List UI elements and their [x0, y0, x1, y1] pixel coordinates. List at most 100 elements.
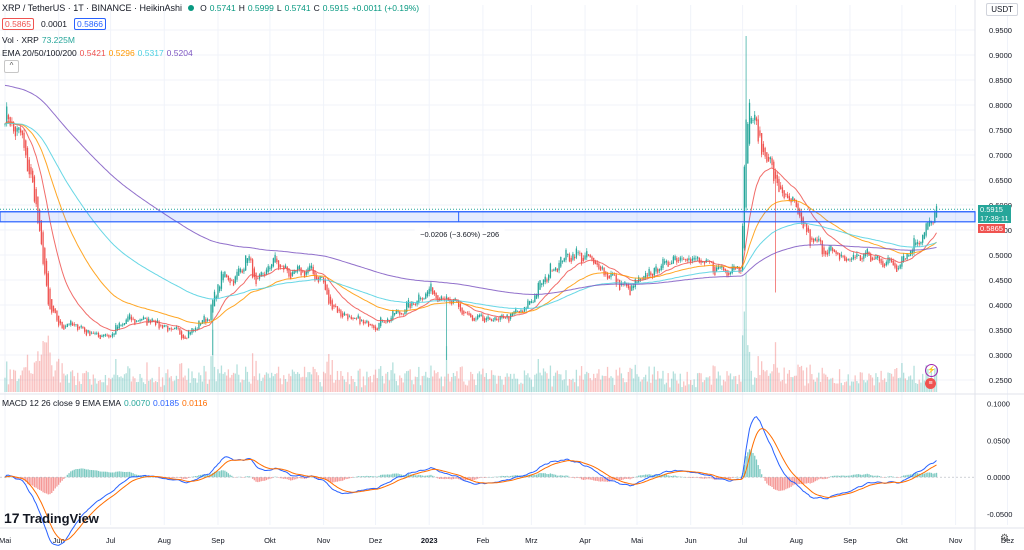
- candle-body: [132, 318, 134, 320]
- macd-histogram-bar: [702, 477, 704, 479]
- macd-histogram-bar: [25, 477, 27, 482]
- candle-body: [264, 273, 266, 275]
- volume-bar: [425, 371, 427, 392]
- volume-bar: [534, 374, 536, 392]
- settings-gear-icon[interactable]: ⚙: [1000, 533, 1009, 544]
- macd-histogram-bar: [695, 477, 697, 478]
- tradingview-logo[interactable]: 17 TradingView: [4, 510, 99, 526]
- volume-bar: [132, 376, 134, 392]
- candle-body: [432, 287, 434, 295]
- macd-histogram-bar: [392, 473, 394, 478]
- macd-histogram-bar: [231, 475, 233, 478]
- candle-body: [59, 320, 62, 324]
- volume-legend[interactable]: Vol · XRP 73.225M: [2, 35, 75, 45]
- candle-body: [336, 306, 339, 313]
- volume-bar: [709, 376, 711, 392]
- candle-body: [686, 259, 688, 262]
- candle-body: [589, 255, 591, 258]
- candle-body: [219, 286, 221, 291]
- candle-body: [26, 147, 29, 172]
- candle-body: [766, 152, 768, 162]
- flag-icon[interactable]: ≡: [925, 378, 936, 389]
- candle-body: [690, 259, 692, 263]
- macd-histogram-bar: [636, 476, 638, 478]
- macd-histogram-bar: [378, 475, 380, 478]
- candle-body: [184, 336, 186, 339]
- candle-body: [485, 318, 488, 321]
- candle-body: [584, 255, 586, 260]
- volume-bar: [821, 367, 823, 392]
- price-tick-label: 0.7000: [989, 151, 1012, 160]
- macd-histogram-bar: [174, 477, 176, 478]
- candle-body: [85, 329, 88, 336]
- candle-body: [811, 237, 813, 241]
- macd-histogram-bar: [927, 472, 929, 478]
- time-tick-label: Nov: [949, 536, 963, 545]
- candle-body: [376, 328, 378, 331]
- macd-histogram-bar: [243, 477, 245, 478]
- volume-bar: [572, 378, 574, 392]
- candle-body: [142, 316, 145, 320]
- macd-histogram-bar: [284, 477, 287, 479]
- volume-bar: [570, 379, 572, 392]
- macd-histogram-bar: [771, 477, 773, 488]
- lightning-icon[interactable]: ⚡: [925, 364, 938, 377]
- volume-bar: [7, 384, 10, 392]
- symbol-title[interactable]: XRP / TetherUS · 1T · BINANCE · HeikinAs…: [2, 3, 183, 13]
- candle-body: [381, 321, 384, 323]
- volume-bar: [752, 384, 754, 392]
- volume-bar: [421, 376, 423, 392]
- currency-selector[interactable]: USDT: [986, 3, 1018, 16]
- volume-bar: [288, 373, 290, 392]
- macd-histogram-bar: [77, 469, 79, 478]
- macd-histogram-bar: [302, 477, 304, 479]
- candle-body: [300, 267, 302, 276]
- collapse-legend-button[interactable]: ^: [4, 60, 19, 73]
- volume-bar: [106, 385, 108, 392]
- volume-bar: [217, 369, 219, 392]
- volume-bar: [302, 376, 304, 392]
- candle-body: [674, 256, 676, 260]
- volume-bar: [374, 369, 377, 392]
- volume-bar: [179, 363, 181, 392]
- volume-bar: [13, 369, 15, 392]
- macd-histogram-bar: [565, 475, 567, 478]
- macd-histogram-bar: [333, 477, 335, 483]
- candle-body: [890, 259, 893, 263]
- volume-bar: [603, 375, 605, 392]
- candle-body: [23, 132, 25, 148]
- volume-bar: [243, 380, 245, 392]
- macd-histogram-bar: [780, 477, 782, 491]
- volume-bar: [755, 378, 758, 392]
- candle-body: [520, 310, 522, 313]
- candle-body: [253, 268, 255, 278]
- ema-legend[interactable]: EMA 20/50/100/200 0.5421 0.5296 0.5317 0…: [2, 48, 193, 58]
- open-value: 0.5741: [209, 3, 236, 13]
- volume-bar: [19, 375, 22, 392]
- volume-bar: [911, 379, 913, 392]
- volume-bar: [129, 368, 131, 392]
- volume-bar: [857, 383, 860, 392]
- candle-body: [291, 272, 294, 276]
- macd-histogram-bar: [558, 475, 560, 478]
- volume-bar: [466, 385, 468, 392]
- volume-bar: [392, 362, 394, 392]
- candle-body: [70, 320, 72, 325]
- volume-bar: [715, 378, 718, 392]
- volume-bar: [703, 380, 706, 392]
- macd-histogram-bar: [553, 474, 555, 478]
- macd-histogram-bar: [662, 474, 664, 478]
- volume-bar: [781, 379, 784, 392]
- macd-legend[interactable]: MACD 12 26 close 9 EMA EMA 0.0070 0.0185…: [2, 398, 207, 408]
- volume-bar: [811, 374, 813, 392]
- time-tick-label: Okt: [896, 536, 909, 545]
- volume-bar: [686, 371, 688, 392]
- macd-histogram-bar: [442, 477, 444, 480]
- macd-histogram-bar: [322, 477, 325, 479]
- time-tick-label: 2023: [421, 536, 438, 545]
- volume-bar: [532, 386, 534, 392]
- sell-button[interactable]: 0.5865: [2, 18, 34, 30]
- candle-body: [42, 232, 44, 264]
- buy-button[interactable]: 0.5866: [74, 18, 106, 30]
